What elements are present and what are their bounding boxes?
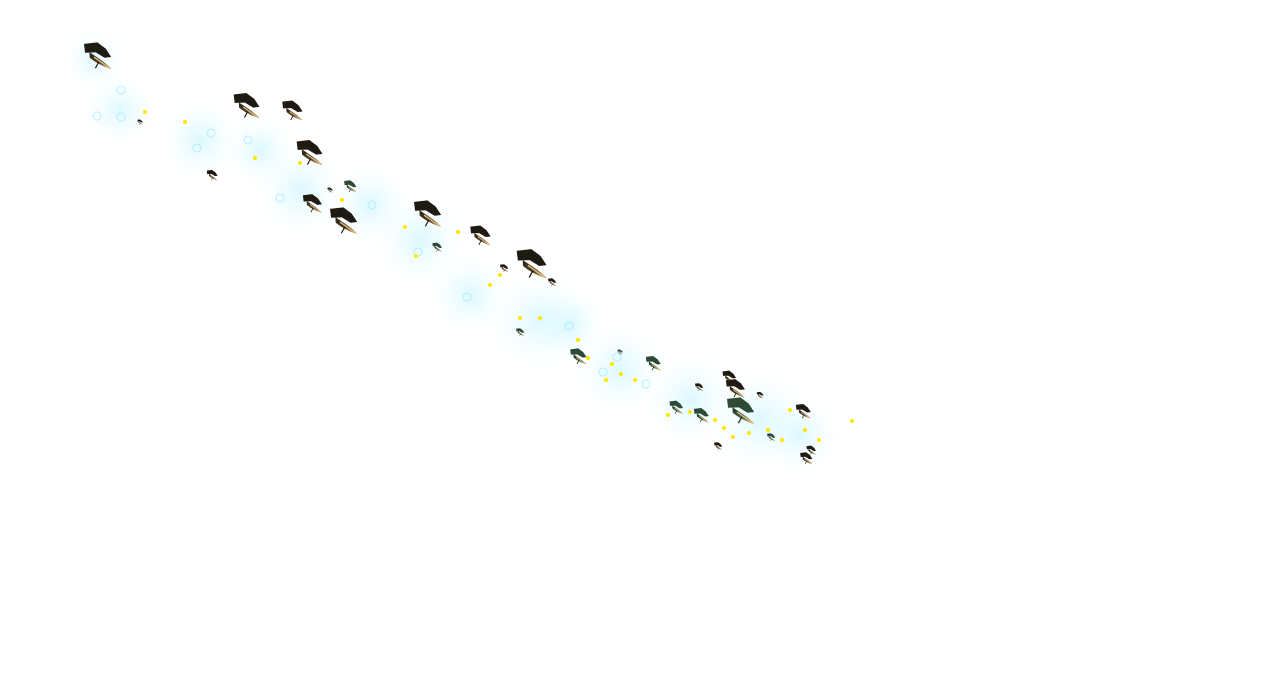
spark bbox=[780, 438, 784, 442]
glow-ring bbox=[92, 111, 102, 121]
spark-particles bbox=[143, 110, 854, 442]
spark bbox=[403, 225, 407, 229]
flying-creature[interactable] bbox=[642, 354, 664, 373]
spark bbox=[766, 428, 770, 432]
glow-ring bbox=[462, 292, 472, 302]
glow-ring bbox=[116, 112, 126, 122]
flying-creature[interactable] bbox=[277, 97, 307, 123]
spark bbox=[713, 418, 717, 422]
flying-creature[interactable] bbox=[78, 38, 119, 73]
glow-ring bbox=[612, 352, 622, 362]
flying-creature[interactable] bbox=[514, 327, 526, 338]
spark bbox=[298, 161, 302, 165]
flying-creature[interactable] bbox=[290, 136, 328, 169]
glow-blob bbox=[255, 145, 345, 235]
flying-creature[interactable] bbox=[712, 441, 724, 452]
glow-ring bbox=[564, 321, 574, 331]
flying-creature[interactable] bbox=[326, 187, 334, 194]
spark bbox=[576, 338, 580, 342]
glow-ring bbox=[206, 128, 216, 138]
glow-ring bbox=[275, 193, 285, 203]
energy-trail bbox=[65, 30, 840, 475]
flying-creature[interactable] bbox=[298, 191, 326, 216]
spark bbox=[414, 254, 418, 258]
spark bbox=[803, 428, 807, 432]
glow-blob bbox=[160, 100, 240, 180]
flying-creature[interactable] bbox=[616, 349, 624, 356]
flying-creature[interactable] bbox=[204, 168, 220, 182]
flying-creature[interactable] bbox=[566, 346, 590, 367]
spark bbox=[340, 198, 344, 202]
flying-creature[interactable] bbox=[666, 399, 686, 417]
spark bbox=[747, 431, 751, 435]
flying-creature[interactable] bbox=[227, 89, 265, 122]
spark bbox=[619, 372, 623, 376]
glow-blob bbox=[375, 195, 465, 285]
spark bbox=[488, 283, 492, 287]
flying-creature[interactable] bbox=[755, 391, 765, 400]
flying-creature[interactable] bbox=[465, 222, 495, 248]
spark bbox=[498, 273, 502, 277]
creature-swarm bbox=[78, 38, 818, 466]
glow-blob bbox=[760, 395, 840, 475]
spark bbox=[817, 438, 821, 442]
flying-creature[interactable] bbox=[546, 277, 558, 288]
flying-creature[interactable] bbox=[408, 196, 449, 231]
spark bbox=[253, 156, 257, 160]
glow-blob bbox=[575, 325, 665, 415]
flying-creature[interactable] bbox=[136, 119, 144, 126]
flying-creature[interactable] bbox=[430, 241, 444, 253]
flying-creature[interactable] bbox=[765, 432, 777, 443]
flying-creature[interactable] bbox=[792, 402, 814, 421]
spark bbox=[538, 316, 542, 320]
flying-creature[interactable] bbox=[693, 382, 705, 393]
spark bbox=[633, 378, 637, 382]
spark bbox=[731, 435, 735, 439]
glow-ring bbox=[367, 200, 377, 210]
spark bbox=[143, 110, 147, 114]
spark bbox=[604, 378, 608, 382]
spark bbox=[788, 408, 792, 412]
spark bbox=[456, 230, 460, 234]
spark bbox=[183, 120, 187, 124]
glow-ring bbox=[243, 135, 253, 145]
flying-creature[interactable] bbox=[804, 444, 818, 456]
flying-creature[interactable] bbox=[797, 450, 815, 466]
flying-creature[interactable] bbox=[498, 263, 510, 274]
spark bbox=[518, 316, 522, 320]
spark bbox=[850, 419, 854, 423]
glow-ring bbox=[641, 379, 651, 389]
glow-ring bbox=[116, 85, 126, 95]
flying-creature[interactable] bbox=[690, 406, 712, 425]
glow-ring bbox=[598, 367, 608, 377]
spark bbox=[722, 426, 726, 430]
flying-creature[interactable] bbox=[341, 178, 359, 194]
spark bbox=[666, 413, 670, 417]
glow-blob bbox=[85, 75, 155, 145]
glow-ring bbox=[192, 143, 202, 153]
flying-creature[interactable] bbox=[324, 203, 365, 238]
spark bbox=[688, 410, 692, 414]
spark bbox=[586, 356, 590, 360]
flying-creature[interactable] bbox=[721, 393, 762, 428]
spark bbox=[610, 362, 614, 366]
flying-creature[interactable] bbox=[510, 245, 555, 284]
flying-creature[interactable] bbox=[721, 376, 749, 401]
